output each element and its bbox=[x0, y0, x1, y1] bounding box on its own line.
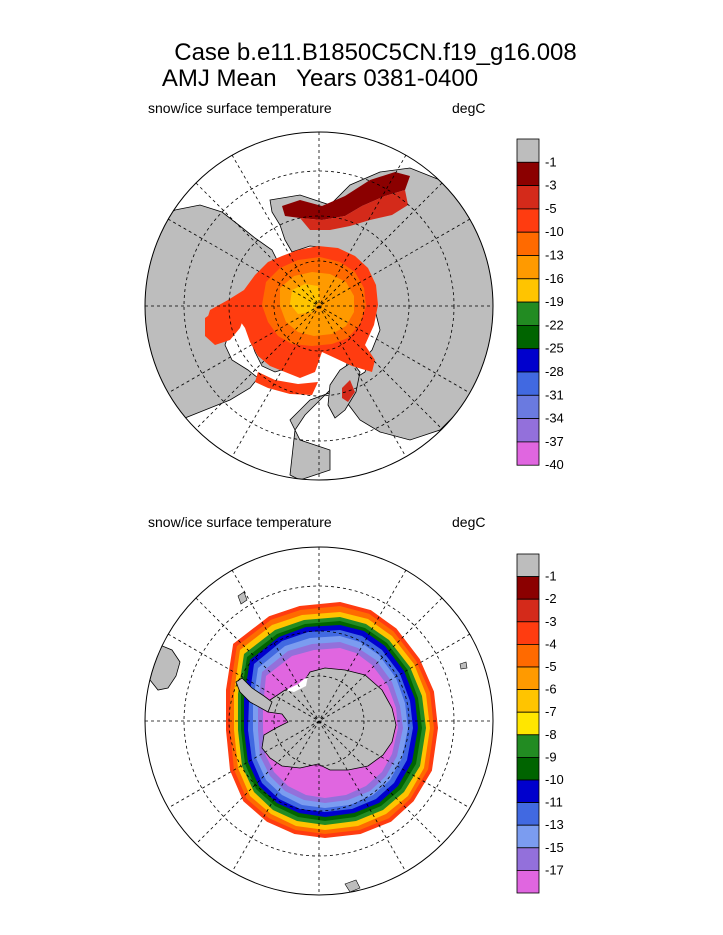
bottom-colorbar-swatch bbox=[516, 689, 540, 713]
bottom-colorbar-swatch bbox=[516, 870, 540, 894]
top-colorbar-swatch bbox=[516, 394, 540, 419]
bottom-colorbar-tick-label: -13 bbox=[545, 817, 564, 832]
top-colorbar-tick-label: -19 bbox=[545, 294, 564, 309]
north-ice-hudson bbox=[205, 300, 246, 345]
figure-title-period: AMJ Mean Years 0381-0400 bbox=[161, 65, 479, 92]
bottom-colorbar-tick-label: -11 bbox=[545, 795, 563, 810]
bottom-colorbar-swatch bbox=[516, 711, 540, 736]
top-colorbar-tick-label: -40 bbox=[545, 457, 564, 472]
top-colorbar-tick-label: -22 bbox=[545, 317, 564, 332]
top-colorbar-swatch bbox=[516, 278, 540, 303]
bottom-colorbar-tick-label: -9 bbox=[545, 749, 557, 764]
south-land-antarctica bbox=[261, 667, 397, 771]
top-colorbar-swatch bbox=[516, 138, 540, 163]
top-colorbar-tick-label: -1 bbox=[545, 154, 557, 169]
bottom-colorbar-swatch bbox=[516, 644, 540, 668]
bottom-colorbar-swatch bbox=[516, 824, 540, 849]
north-polar-map bbox=[144, 131, 494, 481]
bottom-colorbar-tick-label: -1 bbox=[545, 569, 557, 584]
south-ice-shelf-white bbox=[286, 676, 308, 692]
bottom-colorbar-swatch bbox=[516, 621, 540, 645]
top-colorbar-swatch bbox=[516, 185, 540, 210]
north-ice-labrador bbox=[255, 372, 318, 395]
top-colorbar-swatch bbox=[516, 231, 540, 256]
north-ice-siberia bbox=[282, 172, 410, 220]
bottom-colorbar-tick-label: -3 bbox=[545, 614, 557, 629]
bottom-colorbar-tick-label: -15 bbox=[545, 840, 564, 855]
top-colorbar-swatch bbox=[516, 441, 540, 466]
top-colorbar-swatch bbox=[516, 348, 540, 373]
top-colorbar-swatch bbox=[516, 161, 540, 187]
top-colorbar-swatch bbox=[516, 371, 540, 396]
top-units-label: degC bbox=[452, 100, 486, 116]
bottom-colorbar-tick-label: -4 bbox=[545, 636, 557, 651]
north-ice-core bbox=[290, 284, 320, 314]
south-land-peninsula bbox=[235, 677, 273, 713]
top-colorbar-tick-label: -16 bbox=[545, 271, 564, 286]
top-colorbar-tick-label: -34 bbox=[545, 411, 564, 426]
top-colorbar-tick-label: -25 bbox=[545, 341, 564, 356]
top-colorbar-tick-label: -5 bbox=[545, 201, 557, 216]
top-colorbar-swatch bbox=[516, 418, 540, 443]
south-land-island-3 bbox=[459, 661, 468, 670]
top-variable-label: snow/ice surface temperature bbox=[148, 100, 332, 116]
top-colorbar-swatch bbox=[516, 324, 540, 350]
north-ice-baltic bbox=[342, 380, 355, 402]
figure-title-case: Case b.e11.B1850C5CN.f19_g16.008 bbox=[174, 39, 577, 66]
top-colorbar-tick-label: -28 bbox=[545, 364, 564, 379]
top-colorbar-tick-label: -10 bbox=[545, 224, 564, 239]
bottom-colorbar-swatch bbox=[516, 779, 540, 804]
bottom-colorbar-tick-label: -5 bbox=[545, 659, 557, 674]
top-colorbar-swatch bbox=[516, 301, 540, 326]
bottom-colorbar-swatch bbox=[516, 598, 540, 623]
bottom-colorbar-swatch bbox=[516, 847, 540, 871]
top-colorbar-tick-label: -13 bbox=[545, 248, 564, 263]
bottom-colorbar-tick-label: -17 bbox=[545, 862, 564, 877]
south-land-island-1 bbox=[237, 591, 248, 605]
bottom-units-label: degC bbox=[452, 514, 486, 530]
top-colorbar-swatch bbox=[516, 208, 540, 233]
bottom-colorbar-tick-label: -2 bbox=[545, 591, 557, 606]
top-colorbar-tick-label: -37 bbox=[545, 434, 564, 449]
top-colorbar: -1 -3 -5 -10 -13 -16 -19 -22 -25 -28 -31 -34 -37 -40 bbox=[516, 138, 564, 472]
bottom-colorbar-swatch bbox=[516, 802, 540, 826]
bottom-colorbar-swatch bbox=[516, 734, 540, 758]
bottom-colorbar-tick-label: -8 bbox=[545, 727, 557, 742]
north-ice-siberia-red bbox=[300, 190, 408, 230]
bottom-variable-label: snow/ice surface temperature bbox=[148, 514, 332, 530]
bottom-colorbar-tick-label: -6 bbox=[545, 682, 557, 697]
south-land-island-2 bbox=[344, 879, 361, 893]
top-colorbar-swatch bbox=[516, 255, 540, 280]
top-colorbar-tick-label: -3 bbox=[545, 178, 557, 193]
bottom-colorbar-swatch bbox=[516, 666, 540, 691]
bottom-colorbar-tick-label: -10 bbox=[545, 772, 564, 787]
bottom-colorbar: -1 -2 -3 -4 -5 -6 -7 -8 -9 -10 -11 -13 -15 -17 bbox=[516, 553, 564, 894]
bottom-colorbar-swatch bbox=[516, 553, 540, 578]
top-colorbar-tick-label: -31 bbox=[545, 387, 564, 402]
south-polar-map bbox=[144, 546, 494, 896]
bottom-colorbar-tick-label: -7 bbox=[545, 704, 557, 719]
bottom-colorbar-swatch bbox=[516, 757, 540, 781]
bottom-colorbar-swatch bbox=[516, 576, 540, 600]
